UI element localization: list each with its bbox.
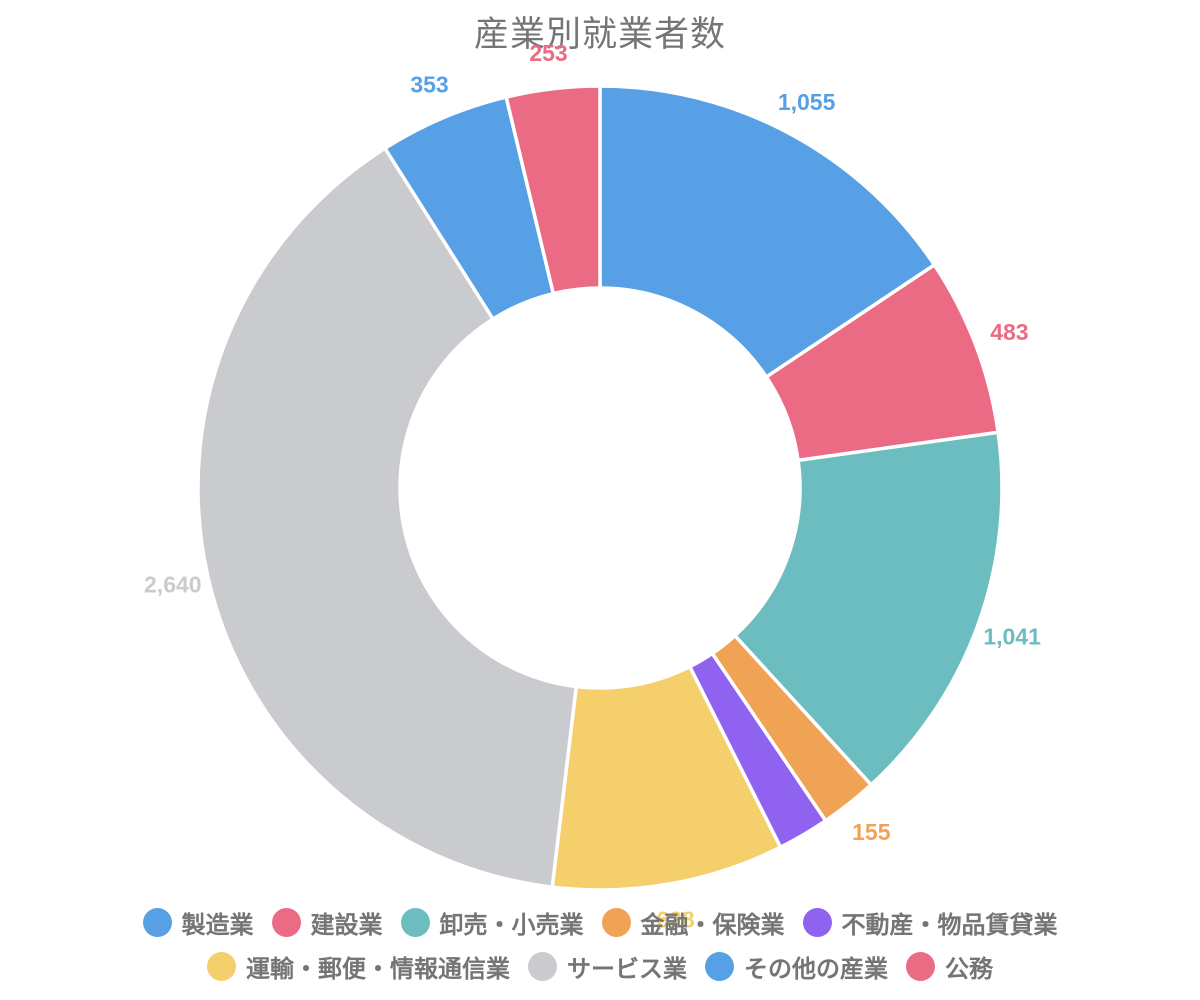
legend-label: 卸売・小売業: [439, 911, 584, 939]
pie-slice[interactable]: [504, 84, 602, 296]
slice-value-label: 483: [990, 319, 1028, 345]
slice-value-label: 2,640: [144, 572, 202, 598]
chart-title: 産業別就業者数: [473, 15, 726, 54]
legend-swatch-icon: [705, 951, 734, 981]
slice-value-label: 155: [852, 819, 891, 845]
legend-item-construction[interactable]: 建設業: [271, 905, 383, 940]
legend-swatch-icon: [528, 951, 557, 981]
legend-item-transport-postal-it[interactable]: 運輸・郵便・情報通信業: [207, 949, 510, 984]
legend-item-manufacturing[interactable]: 製造業: [142, 905, 254, 940]
legend-item-real-estate[interactable]: 不動産・物品賃貸業: [802, 905, 1058, 940]
legend-row-1: 製造業 建設業 卸売・小売業 金融・保険業 不動産・物品賃貸業: [0, 900, 1200, 944]
legend-item-services[interactable]: サービス業: [528, 949, 687, 984]
legend-swatch-icon: [142, 907, 172, 937]
legend-label: 金融・保険業: [640, 911, 785, 939]
legend-item-wholesale-retail[interactable]: 卸売・小売業: [400, 905, 584, 940]
legend-item-other-industries[interactable]: その他の産業: [705, 949, 888, 984]
legend-swatch-icon: [802, 907, 832, 937]
legend-label: 製造業: [181, 911, 254, 939]
pie-slice[interactable]: [196, 146, 578, 889]
slice-value-label: 1,055: [778, 89, 836, 115]
slice-value-label: 628: [656, 906, 695, 932]
pie-slice[interactable]: [550, 664, 783, 892]
slice-value-label: 353: [410, 72, 448, 98]
pie-slice[interactable]: [733, 430, 1004, 787]
legend-label: 運輸・郵便・情報通信業: [246, 955, 510, 983]
legend-swatch-icon: [400, 907, 430, 937]
legend-label: その他の産業: [744, 955, 888, 983]
legend-label: 公務: [945, 955, 993, 983]
chart-legend: 製造業 建設業 卸売・小売業 金融・保険業 不動産・物品賃貸業 運輸・: [0, 900, 1200, 988]
legend-item-finance-insurance[interactable]: 金融・保険業: [601, 905, 785, 940]
legend-swatch-icon: [906, 951, 935, 981]
legend-item-public-service[interactable]: 公務: [906, 949, 993, 984]
legend-row-2: 運輸・郵便・情報通信業 サービス業 その他の産業 公務: [0, 944, 1200, 988]
legend-label: 建設業: [310, 911, 383, 939]
pie-slice[interactable]: [598, 84, 937, 379]
legend-label: 不動産・物品賃貸業: [841, 911, 1058, 939]
slice-value-label: 1,041: [983, 624, 1041, 650]
legend-swatch-icon: [207, 951, 236, 981]
legend-swatch-icon: [271, 907, 301, 937]
slice-value-label: 253: [529, 40, 567, 66]
legend-swatch-icon: [601, 907, 631, 937]
legend-label: サービス業: [567, 955, 687, 983]
